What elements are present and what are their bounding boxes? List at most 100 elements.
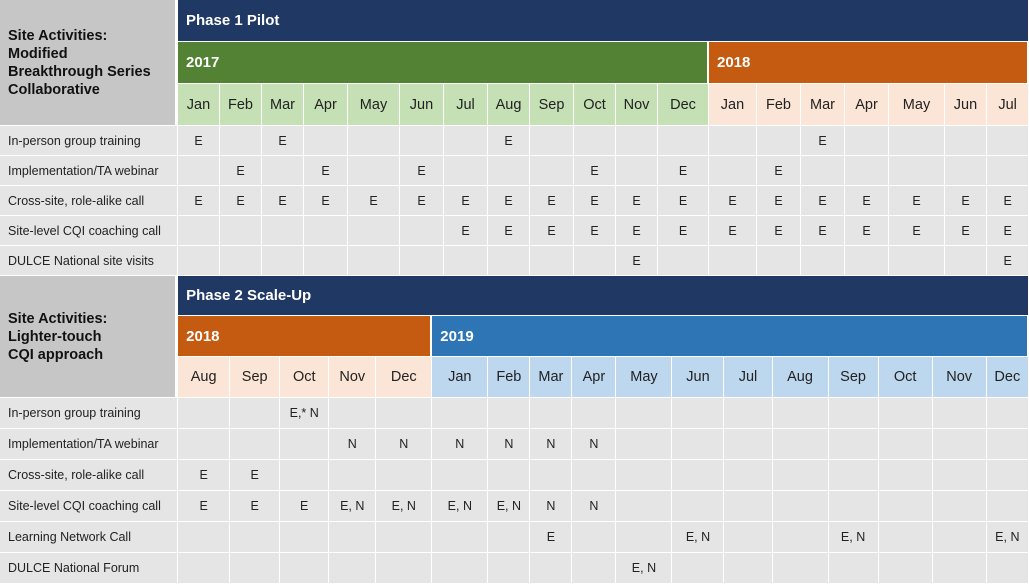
schedule-cell (845, 156, 889, 186)
schedule-cell (672, 491, 725, 522)
phase1-corner-line: Modified (8, 45, 68, 62)
phase2-corner-line: Lighter-touch (8, 328, 102, 345)
schedule-cell: E (262, 186, 304, 216)
schedule-cell (932, 460, 987, 491)
schedule-cell (220, 126, 262, 156)
month-header: Jan (178, 84, 220, 126)
schedule-cell (878, 522, 933, 553)
schedule-cell: E (801, 126, 845, 156)
schedule-cell: E (574, 216, 616, 246)
month-header: Oct (878, 357, 933, 398)
schedule-cell (672, 429, 725, 460)
schedule-cell (932, 429, 987, 460)
schedule-cell (329, 398, 377, 429)
schedule-cell (616, 156, 658, 186)
schedule-cell (945, 156, 987, 186)
month-header: Jul (724, 357, 773, 398)
schedule-cell: E (757, 216, 801, 246)
schedule-cell: E, N (376, 491, 433, 522)
schedule-cell (444, 126, 488, 156)
schedule-cell (932, 553, 987, 584)
schedule-cell (488, 246, 530, 276)
schedule-cell (616, 460, 673, 491)
schedule-cell: E (488, 216, 530, 246)
month-header: Aug (772, 357, 829, 398)
schedule-cell (488, 553, 531, 584)
schedule-cell (658, 126, 709, 156)
month-header: Apr (572, 357, 617, 398)
table-row: Implementation/TA webinar N N N N N N (0, 429, 1029, 460)
schedule-cell: E (530, 186, 574, 216)
schedule-cell: E (400, 186, 444, 216)
month-header: Jan (709, 84, 757, 126)
schedule-cell (709, 246, 757, 276)
schedule-cell: E (530, 216, 574, 246)
schedule-cell (178, 246, 220, 276)
schedule-cell: E (658, 216, 709, 246)
schedule-cell: E (945, 186, 987, 216)
schedule-cell (986, 553, 1029, 584)
month-header: Nov (329, 357, 377, 398)
phase2-title: Phase 2 Scale-Up (178, 276, 1029, 316)
schedule-cell (530, 398, 573, 429)
phase2-year-2019: 2019 (432, 316, 1029, 357)
schedule-cell (178, 398, 231, 429)
schedule-cell (178, 553, 231, 584)
schedule-cell: E (889, 186, 945, 216)
month-header: Apr (304, 84, 348, 126)
schedule-cell (757, 126, 801, 156)
schedule-cell (724, 522, 773, 553)
schedule-cell: N (488, 429, 531, 460)
phase2-schedule-table: Site Activities: Lighter-touch CQI appro… (0, 276, 1029, 584)
phase1-year-2018: 2018 (709, 42, 1029, 84)
table-row: Cross-site, role-alike call E E E E E E E E E E E E E… (0, 186, 1029, 216)
schedule-cell: N (530, 429, 573, 460)
schedule-cell: E (178, 491, 231, 522)
schedule-cell: E (616, 246, 658, 276)
month-header: Dec (658, 84, 709, 126)
schedule-cell (432, 398, 489, 429)
schedule-cell (400, 216, 444, 246)
month-header: Feb (757, 84, 801, 126)
schedule-cell (348, 126, 400, 156)
schedule-cell (878, 491, 933, 522)
month-header: Jan (432, 357, 489, 398)
schedule-cell (280, 522, 330, 553)
schedule-cell (945, 246, 987, 276)
month-header: Mar (801, 84, 845, 126)
schedule-cell (432, 460, 489, 491)
schedule-cell (329, 522, 377, 553)
schedule-cell (616, 398, 673, 429)
month-header: Aug (178, 357, 231, 398)
schedule-cell (304, 216, 348, 246)
schedule-cell (178, 429, 231, 460)
table-row: Site-level CQI coaching call E E E E E E E E E E E E… (0, 216, 1029, 246)
schedule-cell (616, 491, 673, 522)
schedule-cell: E (280, 491, 330, 522)
activity-label: DULCE National site visits (0, 246, 178, 276)
schedule-cell (724, 460, 773, 491)
schedule-cell (530, 156, 574, 186)
phase2-corner-label: Site Activities: Lighter-touch CQI appro… (0, 276, 179, 398)
table-row: Learning Network Call E E, N E, N E, N (0, 522, 1029, 553)
activity-label: In-person group training (0, 398, 179, 429)
schedule-cell (932, 522, 987, 553)
schedule-cell (672, 460, 725, 491)
schedule-cell: E (616, 186, 658, 216)
schedule-cell: E (987, 186, 1029, 216)
month-header: Jun (945, 84, 987, 126)
month-header: Nov (616, 84, 658, 126)
schedule-cell (376, 398, 433, 429)
schedule-cell (845, 246, 889, 276)
schedule-cell (400, 126, 444, 156)
schedule-cell (304, 246, 348, 276)
schedule-cell (530, 553, 573, 584)
month-header: Apr (845, 84, 889, 126)
schedule-cell (432, 553, 489, 584)
schedule-cell (280, 460, 330, 491)
schedule-cell (230, 522, 281, 553)
month-header: Aug (488, 84, 530, 126)
schedule-cell (280, 429, 330, 460)
month-header: Jul (444, 84, 488, 126)
schedule-cell (376, 522, 433, 553)
